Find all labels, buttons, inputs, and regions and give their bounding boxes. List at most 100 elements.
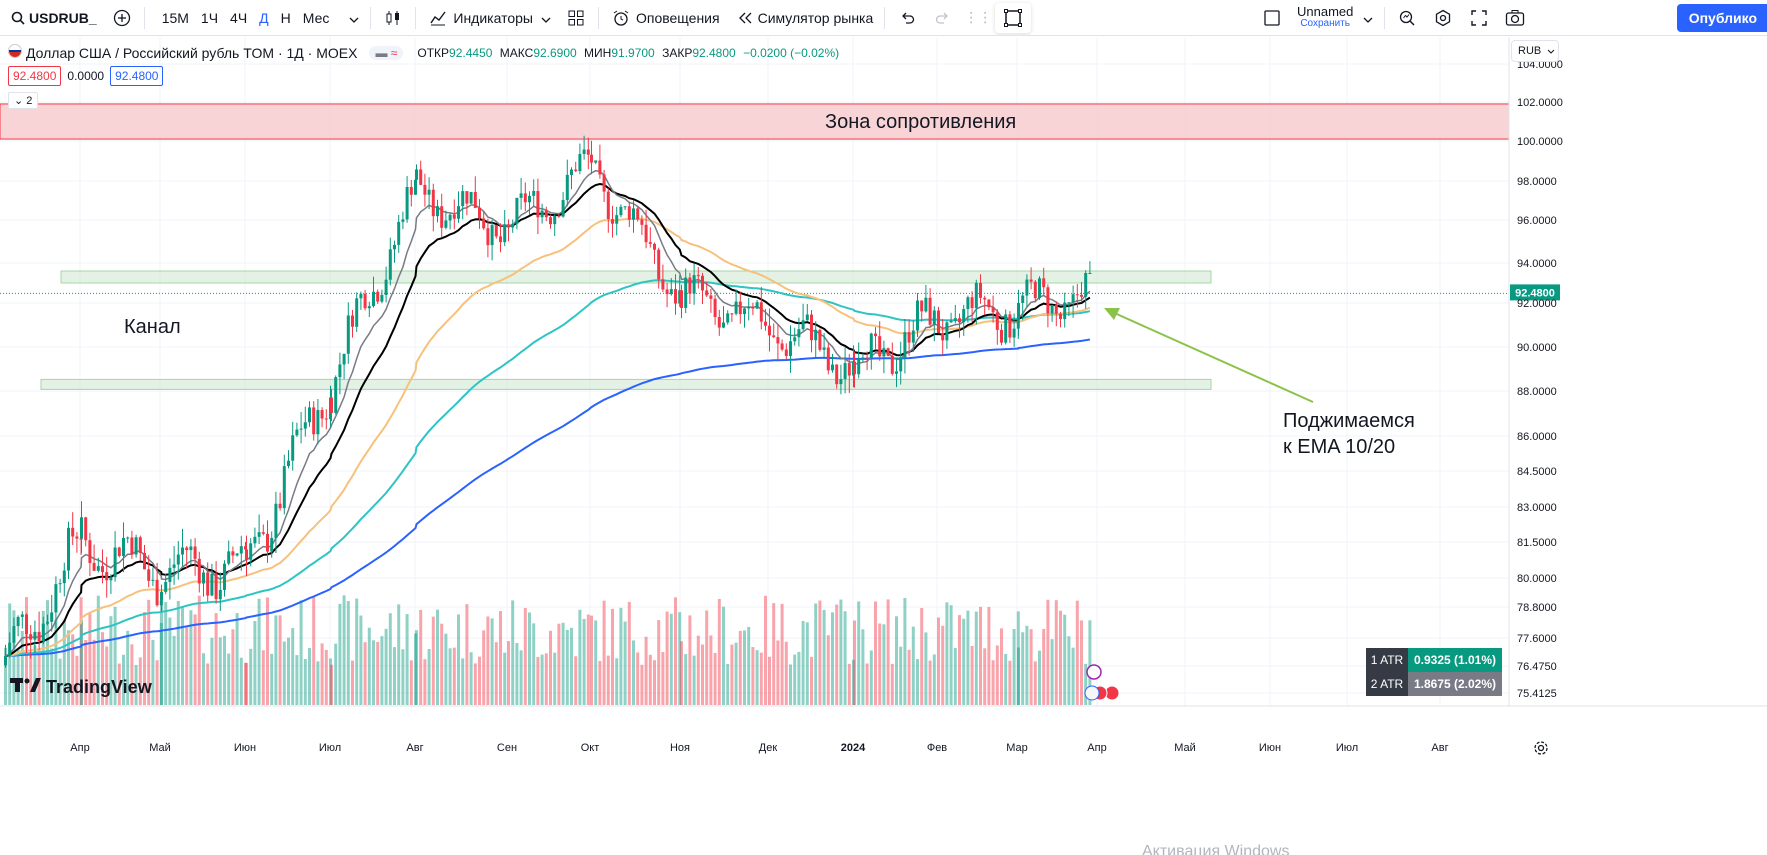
- volume-bar: [1016, 611, 1020, 705]
- annotation-resistance-zone[interactable]: Зона сопротивления: [825, 111, 1017, 133]
- tv-logo-text: TradingView: [46, 677, 152, 697]
- candle-body: [789, 341, 792, 356]
- timeframe-0[interactable]: 15М: [161, 9, 189, 26]
- volume-bar: [738, 630, 742, 705]
- fullscreen-select-button[interactable]: [995, 3, 1031, 33]
- bid-button[interactable]: 92.4800: [8, 66, 62, 86]
- volume-bar: [717, 598, 721, 705]
- volume-bar: [299, 600, 303, 705]
- volume-bar: [62, 619, 66, 705]
- timeframe-3[interactable]: Д: [259, 9, 269, 26]
- undo-button[interactable]: [889, 0, 925, 35]
- candle-body: [84, 517, 88, 541]
- volume-bar: [193, 614, 197, 705]
- timeframe-dropdown[interactable]: [342, 0, 366, 35]
- annotation-canal[interactable]: Канал: [124, 316, 181, 338]
- quick-search-button[interactable]: [1389, 0, 1425, 35]
- candle-body: [88, 540, 92, 563]
- time-tick-label: Июн: [1259, 742, 1281, 754]
- volume-bar: [214, 613, 218, 705]
- candle-body: [751, 306, 755, 309]
- candle-body: [890, 355, 894, 374]
- candle-body: [924, 297, 928, 312]
- time-tick-label: Авг: [1431, 742, 1448, 754]
- open-label: ОТКР: [417, 45, 450, 60]
- candle-body: [96, 566, 100, 571]
- volume-bar: [705, 610, 709, 705]
- candle-body: [151, 579, 155, 581]
- candle-body: [776, 337, 780, 344]
- camera-icon: [1504, 7, 1526, 29]
- drag-handle[interactable]: ⋮⋮: [961, 0, 995, 35]
- price-tick-label: 104.0000: [1517, 59, 1563, 71]
- candle-body: [499, 236, 502, 243]
- volume-bar: [709, 635, 713, 705]
- volume-bar: [627, 601, 631, 705]
- timeframe-1[interactable]: 1Ч: [200, 9, 219, 26]
- indicators-button[interactable]: Индикаторы: [420, 0, 558, 35]
- volume-bar: [249, 648, 253, 705]
- volume-bar: [1075, 600, 1079, 705]
- tradingview-logo[interactable]: TradingView: [10, 676, 152, 699]
- candle-body: [764, 321, 767, 326]
- chart-type-button[interactable]: [375, 0, 411, 35]
- volume-bar: [41, 610, 45, 705]
- settings-button[interactable]: [1425, 0, 1461, 35]
- layout-button[interactable]: [1254, 0, 1290, 35]
- status-badge[interactable]: ▬ ≈: [369, 45, 404, 60]
- timeframe-2[interactable]: 4Ч: [230, 9, 248, 26]
- volume-bar: [726, 663, 730, 705]
- volume-bar: [1042, 628, 1046, 705]
- compare-add-button[interactable]: [104, 0, 140, 35]
- volume-bar: [486, 616, 490, 705]
- volume-bar: [338, 603, 342, 705]
- volume-bar: [953, 647, 957, 705]
- screenshot-button[interactable]: [1497, 0, 1533, 35]
- timeframe-5[interactable]: Мес: [302, 9, 330, 26]
- candle-body: [419, 169, 423, 185]
- volume-bar: [101, 632, 104, 705]
- timeframe-4[interactable]: Н: [280, 9, 291, 26]
- candle-body: [8, 642, 12, 657]
- volume-bar: [414, 633, 417, 705]
- publish-button[interactable]: Опублико: [1676, 4, 1767, 32]
- candle-body: [574, 169, 578, 172]
- candle-body: [648, 242, 652, 244]
- templates-button[interactable]: [558, 0, 594, 35]
- layout-name-button[interactable]: Unnamed Сохранить: [1290, 0, 1380, 35]
- volume-bar: [928, 660, 932, 705]
- chart-canvas[interactable]: 92.4800 104.0000 102.0000 100.0000 98.0000 9…: [0, 37, 1767, 855]
- overlays: 92.4800: [1084, 284, 1560, 701]
- candle-body: [206, 572, 210, 596]
- volume-bar: [320, 643, 324, 705]
- alerts-button[interactable]: Оповещения: [603, 0, 727, 35]
- volume-bar: [54, 619, 58, 705]
- indicators-label: Индикаторы: [453, 9, 533, 26]
- legend-collapse-button[interactable]: ⌄ 2: [8, 92, 39, 109]
- fullscreen-button[interactable]: [1461, 0, 1497, 35]
- time-tick-label: Дек: [759, 742, 778, 754]
- volume-bar: [553, 652, 557, 705]
- undo-icon: [896, 7, 918, 29]
- volume-bar: [684, 654, 688, 705]
- symbol-search-button[interactable]: USDRUB_: [0, 0, 104, 35]
- candle-body: [734, 301, 738, 314]
- redo-button[interactable]: [925, 0, 961, 35]
- candle-body: [953, 318, 957, 321]
- spread-value: 0.0000: [67, 69, 105, 83]
- volume-bar: [776, 640, 780, 705]
- ask-button[interactable]: 92.4800: [110, 66, 164, 86]
- annotation-squeeze[interactable]: Поджимаемся к EMA 10/20: [1283, 408, 1415, 460]
- candle-body: [743, 308, 746, 315]
- currency-button[interactable]: RUB: [1511, 40, 1559, 62]
- volume-bar: [79, 597, 83, 705]
- gear-icon[interactable]: [1533, 740, 1549, 756]
- change-value: −0.0200 (−0.02%): [743, 45, 840, 60]
- volume-bar: [427, 648, 431, 705]
- volume-bar: [692, 655, 696, 705]
- annotation-squeeze-line1: Поджимаемся: [1283, 410, 1415, 432]
- volume-bar: [206, 663, 210, 705]
- arrow-head: [1104, 308, 1120, 320]
- volume-bar: [565, 629, 569, 705]
- replay-button[interactable]: Симулятор рынка: [727, 0, 881, 35]
